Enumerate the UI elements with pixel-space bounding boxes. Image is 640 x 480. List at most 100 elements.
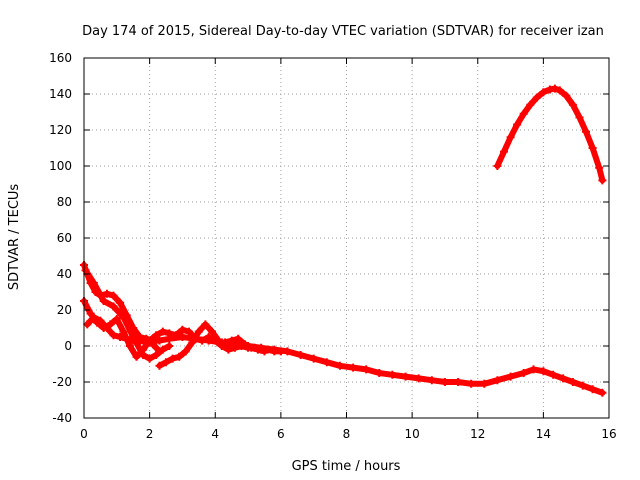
data-point	[427, 376, 436, 385]
data-point	[578, 381, 587, 390]
series-track-main-decay	[80, 261, 607, 397]
data-point	[362, 365, 371, 374]
data-point	[198, 336, 207, 345]
data-point	[194, 327, 203, 336]
series-track-branch-c	[221, 334, 269, 356]
data-point	[539, 367, 548, 376]
data-point	[158, 327, 167, 336]
grid-layer	[84, 58, 609, 418]
x-axis-label: GPS time / hours	[292, 459, 401, 474]
data-point	[532, 93, 541, 102]
data-point	[595, 163, 604, 172]
y-tick-label: -20	[52, 375, 72, 389]
chart-title: Day 174 of 2015, Sidereal Day-to-day VTE…	[82, 24, 604, 39]
y-tick-label: 40	[57, 267, 72, 281]
y-tick-label: 60	[57, 231, 72, 245]
data-point	[122, 334, 131, 343]
data-point	[224, 345, 233, 354]
data-point	[132, 352, 141, 361]
x-tick-label: 10	[404, 427, 419, 441]
x-tick-label: 16	[601, 427, 616, 441]
data-point	[116, 333, 125, 341]
x-tick-label: 6	[277, 427, 285, 441]
data-point	[335, 361, 344, 370]
y-tick-label: 140	[49, 87, 72, 101]
data-point	[519, 109, 528, 118]
data-point	[96, 316, 105, 325]
series-line	[156, 321, 222, 369]
data-point	[568, 100, 577, 109]
data-point	[89, 279, 98, 287]
axis-layer: 0 2 4 6 8 10 12 14 16 -40 -20 0 20 40 60 80 100 120 140 160	[49, 51, 617, 441]
data-point	[158, 345, 167, 354]
data-point	[296, 351, 305, 359]
data-point	[598, 176, 607, 185]
data-point	[165, 342, 174, 350]
data-point	[529, 365, 538, 374]
y-tick-label: 160	[49, 51, 72, 65]
data-point	[539, 88, 548, 97]
data-point	[221, 338, 230, 347]
data-point	[467, 379, 476, 388]
data-point	[555, 86, 564, 95]
data-point	[549, 370, 558, 379]
data-point	[214, 336, 223, 345]
data-point	[109, 302, 118, 311]
x-tick-label: 14	[536, 427, 551, 441]
data-point	[349, 363, 358, 372]
data-point	[247, 343, 256, 352]
data-point	[181, 347, 190, 356]
y-tick-label: 0	[64, 339, 72, 353]
x-tick-label: 12	[470, 427, 485, 441]
data-point	[103, 324, 111, 332]
series-track-high-arc	[493, 84, 607, 185]
data-point	[201, 320, 210, 329]
data-point	[112, 315, 121, 323]
data-point	[240, 340, 249, 349]
data-point	[454, 378, 463, 386]
data-point	[276, 347, 285, 356]
data-point	[165, 329, 174, 338]
data-point	[414, 374, 423, 383]
data-point	[568, 378, 577, 386]
data-point	[500, 147, 508, 156]
data-point	[526, 100, 535, 109]
x-tick-label: 2	[146, 427, 154, 441]
data-point	[208, 327, 216, 336]
data-point	[168, 354, 177, 363]
data-point	[480, 379, 489, 388]
data-point	[103, 289, 111, 298]
data-point	[506, 133, 515, 142]
series-track-branch-a	[81, 266, 174, 363]
data-point	[309, 354, 318, 363]
data-point	[178, 325, 187, 334]
x-tick-label: 8	[343, 427, 351, 441]
y-tick-label: 20	[57, 303, 72, 317]
series-track-branch-b	[155, 320, 223, 370]
data-point	[493, 162, 502, 170]
data-point	[598, 388, 607, 397]
data-point	[519, 369, 528, 377]
data-point	[260, 347, 269, 356]
data-point	[253, 345, 262, 354]
data-point	[575, 113, 584, 122]
data-point	[119, 327, 128, 336]
data-point	[155, 336, 164, 345]
data-point	[83, 320, 92, 329]
data-point	[188, 338, 197, 347]
data-point	[109, 291, 118, 300]
data-point	[142, 338, 151, 347]
data-point	[588, 385, 597, 394]
data-point	[125, 342, 134, 350]
data-point	[119, 313, 128, 322]
data-point	[152, 351, 161, 359]
y-tick-label: 120	[49, 123, 72, 137]
x-tick-label: 0	[80, 427, 88, 441]
data-point	[582, 127, 590, 136]
x-tick-label: 4	[211, 427, 219, 441]
data-point	[562, 91, 571, 100]
y-tick-label: -40	[52, 411, 72, 425]
data-point	[139, 351, 148, 359]
